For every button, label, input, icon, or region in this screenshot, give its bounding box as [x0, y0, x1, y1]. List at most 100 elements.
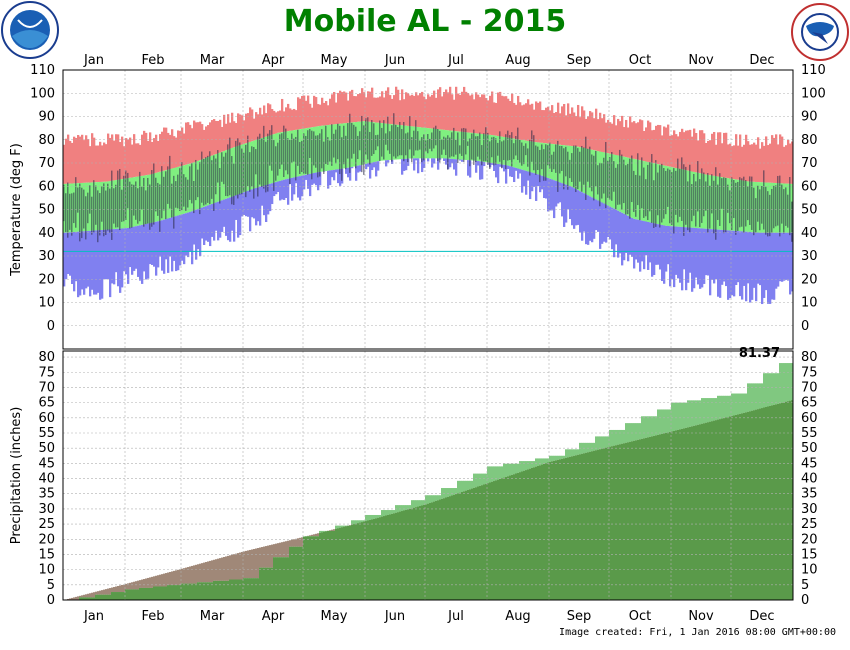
record-low-bar [455, 159, 458, 176]
precip-tick-left: 80 [38, 350, 55, 365]
observed-temp-bar [757, 185, 759, 222]
record-high-bar [625, 119, 628, 158]
precip-below-bar [241, 551, 244, 580]
precip-above-bar [375, 514, 378, 519]
observed-temp-bar [127, 172, 129, 209]
observed-temp-bar [545, 144, 547, 181]
precip-above-bar [523, 461, 526, 471]
precip-normal-bar [687, 427, 690, 600]
precip-normal-bar [397, 512, 400, 600]
precip-below-bar [243, 551, 246, 579]
precip-above-bar [379, 514, 382, 518]
record-high-bar [509, 100, 512, 138]
precip-normal-bar [119, 592, 122, 600]
record-low-bar [301, 175, 304, 197]
record-low-bar [523, 170, 526, 187]
record-high-bar [235, 122, 238, 147]
record-low-bar [357, 165, 360, 173]
precip-normal-bar [339, 527, 342, 600]
record-low-bar [499, 164, 502, 167]
record-low-bar [525, 170, 528, 195]
precip-normal-bar [187, 583, 190, 600]
precip-normal-bar [313, 536, 316, 600]
record-high-bar [167, 132, 170, 170]
precip-above-bar [455, 488, 458, 495]
observed-temp-bar [205, 157, 207, 205]
precip-normal-bar [81, 597, 84, 600]
temp-tick-left: 10 [38, 296, 55, 311]
precip-above-bar [683, 402, 686, 429]
record-low-bar [641, 220, 644, 262]
precip-normal-bar [647, 437, 650, 600]
precip-normal-bar [179, 585, 182, 600]
observed-temp-bar [581, 145, 583, 192]
observed-temp-bar [457, 132, 459, 163]
record-high-bar [139, 144, 142, 177]
precip-below-bar [121, 584, 124, 593]
record-high-bar [533, 109, 536, 142]
precip-below-bar [115, 586, 118, 593]
record-low-bar [469, 160, 472, 178]
precip-normal-bar [643, 438, 646, 600]
record-high-bar [103, 142, 106, 182]
precip-normal-bar [197, 582, 200, 600]
observed-temp-bar [613, 161, 615, 192]
precip-above-bar [661, 409, 664, 434]
record-low-bar [85, 231, 88, 289]
precip-normal-bar [263, 567, 266, 600]
observed-temp-bar [379, 120, 381, 162]
precip-above-bar [345, 525, 348, 527]
precip-below-bar [295, 538, 298, 547]
record-low-bar [165, 219, 168, 260]
precip-normal-bar [247, 578, 250, 600]
observed-temp-bar [87, 192, 89, 224]
record-high-bar [517, 95, 520, 140]
record-low-bar [581, 192, 584, 241]
precip-normal-bar [289, 546, 292, 600]
record-high-bar [239, 114, 242, 146]
observed-temp-bar [783, 189, 785, 234]
precip-above-bar [769, 373, 772, 406]
precip-below-bar [73, 597, 76, 600]
record-high-bar [783, 146, 786, 184]
record-high-bar [763, 145, 766, 183]
precip-below-bar [81, 595, 84, 598]
precip-normal-bar [205, 582, 208, 600]
record-low-bar [297, 176, 300, 198]
observed-temp-bar [439, 130, 441, 163]
precip-normal-bar [183, 583, 186, 600]
precip-normal-bar [403, 510, 406, 600]
observed-temp-bar [615, 167, 617, 210]
record-low-bar [151, 222, 154, 265]
record-low-bar [249, 190, 252, 232]
observed-temp-bar [691, 184, 693, 222]
observed-temp-bar [105, 190, 107, 236]
record-low-bar [727, 230, 730, 300]
record-low-bar [375, 161, 378, 177]
record-low-bar [279, 180, 282, 201]
record-low-bar [585, 194, 588, 245]
record-low-bar [709, 229, 712, 296]
temp-tick-right: 60 [801, 179, 818, 194]
temp-tick-right: 100 [801, 86, 826, 101]
record-low-bar [257, 187, 260, 222]
record-high-bar [251, 109, 254, 142]
record-high-bar [427, 94, 430, 129]
record-high-bar [469, 95, 472, 133]
precip-normal-bar [785, 401, 788, 600]
precip-normal-bar [639, 439, 642, 600]
precip-above-bar [581, 442, 584, 454]
normal-range-bar [525, 140, 528, 171]
precip-above-bar [355, 520, 358, 524]
record-high-bar [653, 129, 656, 164]
observed-temp-bar [399, 121, 401, 156]
precip-normal-bar [381, 516, 384, 600]
observed-temp-bar [111, 170, 113, 240]
precip-above-bar [457, 480, 460, 494]
record-high-bar [599, 112, 602, 152]
precip-normal-bar [665, 432, 668, 600]
record-low-bar [707, 228, 710, 276]
record-high-bar [335, 102, 338, 125]
record-high-bar [357, 94, 360, 122]
precip-normal-bar [467, 489, 470, 600]
